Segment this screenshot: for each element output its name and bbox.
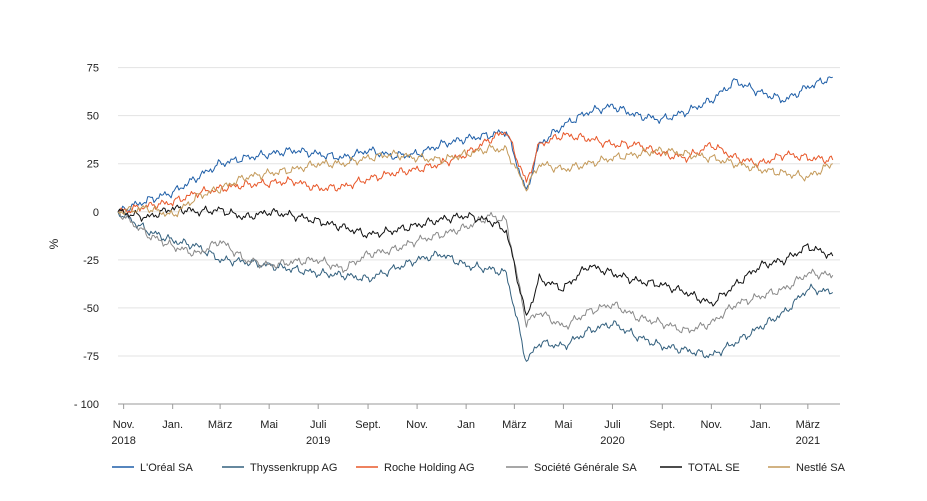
x-tick-label: Mai — [260, 419, 278, 431]
y-tick-label: 25 — [87, 159, 99, 171]
x-tick-label: Jan — [457, 419, 475, 431]
legend-label-nestle-sa: Nestlé SA — [796, 462, 846, 474]
x-tick-label: März — [502, 419, 526, 431]
legend-label-l-oreal-sa: L'Oréal SA — [140, 462, 194, 474]
x-tick-label: Nov. — [406, 419, 428, 431]
legend-label-roche-holding-ag: Roche Holding AG — [384, 462, 475, 474]
y-axis-title: % — [47, 238, 61, 249]
x-tick-label: März — [208, 419, 232, 431]
x-tick-label: März — [796, 419, 820, 431]
grid-lines — [118, 67, 840, 405]
x-year-label: 2020 — [600, 435, 624, 447]
y-tick-label: 75 — [87, 63, 99, 75]
y-tick-label: - 100 — [74, 399, 99, 411]
x-tick-label: Sept. — [649, 419, 675, 431]
y-tick-label: 50 — [87, 111, 99, 123]
series-line-roche-holding-ag — [117, 131, 834, 214]
legend-label-total-se: TOTAL SE — [688, 462, 740, 474]
legend: L'Oréal SA Thyssenkrupp AG Roche Holding A… — [112, 462, 846, 474]
series-line-l-oreal-sa — [117, 76, 833, 213]
series-line-total-se — [117, 204, 834, 316]
x-tick-label: Jan. — [162, 419, 183, 431]
x-tick-label: Sept. — [355, 419, 381, 431]
y-tick-label: -25 — [83, 255, 99, 267]
series-lines — [117, 76, 834, 362]
x-tick-label: Mai — [555, 419, 573, 431]
series-line-thyssenkrupp-ag — [117, 211, 834, 362]
y-axis-ticks: 75 50 25 0 -25 -50 -75 - 100 — [74, 63, 99, 411]
x-tick-label: Juli — [604, 419, 621, 431]
x-year-label: 2018 — [111, 435, 135, 447]
legend-label-societe-generale-sa: Société Générale SA — [534, 462, 637, 474]
x-axis: Nov. 2018 Jan. März Mai Juli 2019 Sept. Nov. Jan M… — [111, 404, 820, 447]
x-tick-label: Jan. — [750, 419, 771, 431]
y-tick-label: -75 — [83, 351, 99, 363]
y-tick-label: -50 — [83, 303, 99, 315]
series-line-nestle-sa — [117, 143, 833, 218]
x-tick-label: Nov. — [700, 419, 722, 431]
legend-label-thyssenkrupp-ag: Thyssenkrupp AG — [250, 462, 337, 474]
x-year-label: 2021 — [796, 435, 820, 447]
y-tick-label: 0 — [93, 207, 99, 219]
x-tick-label: Juli — [310, 419, 327, 431]
x-tick-label: Nov. — [113, 419, 135, 431]
x-year-label: 2019 — [306, 435, 330, 447]
series-line-societe-generale-sa — [118, 211, 834, 334]
